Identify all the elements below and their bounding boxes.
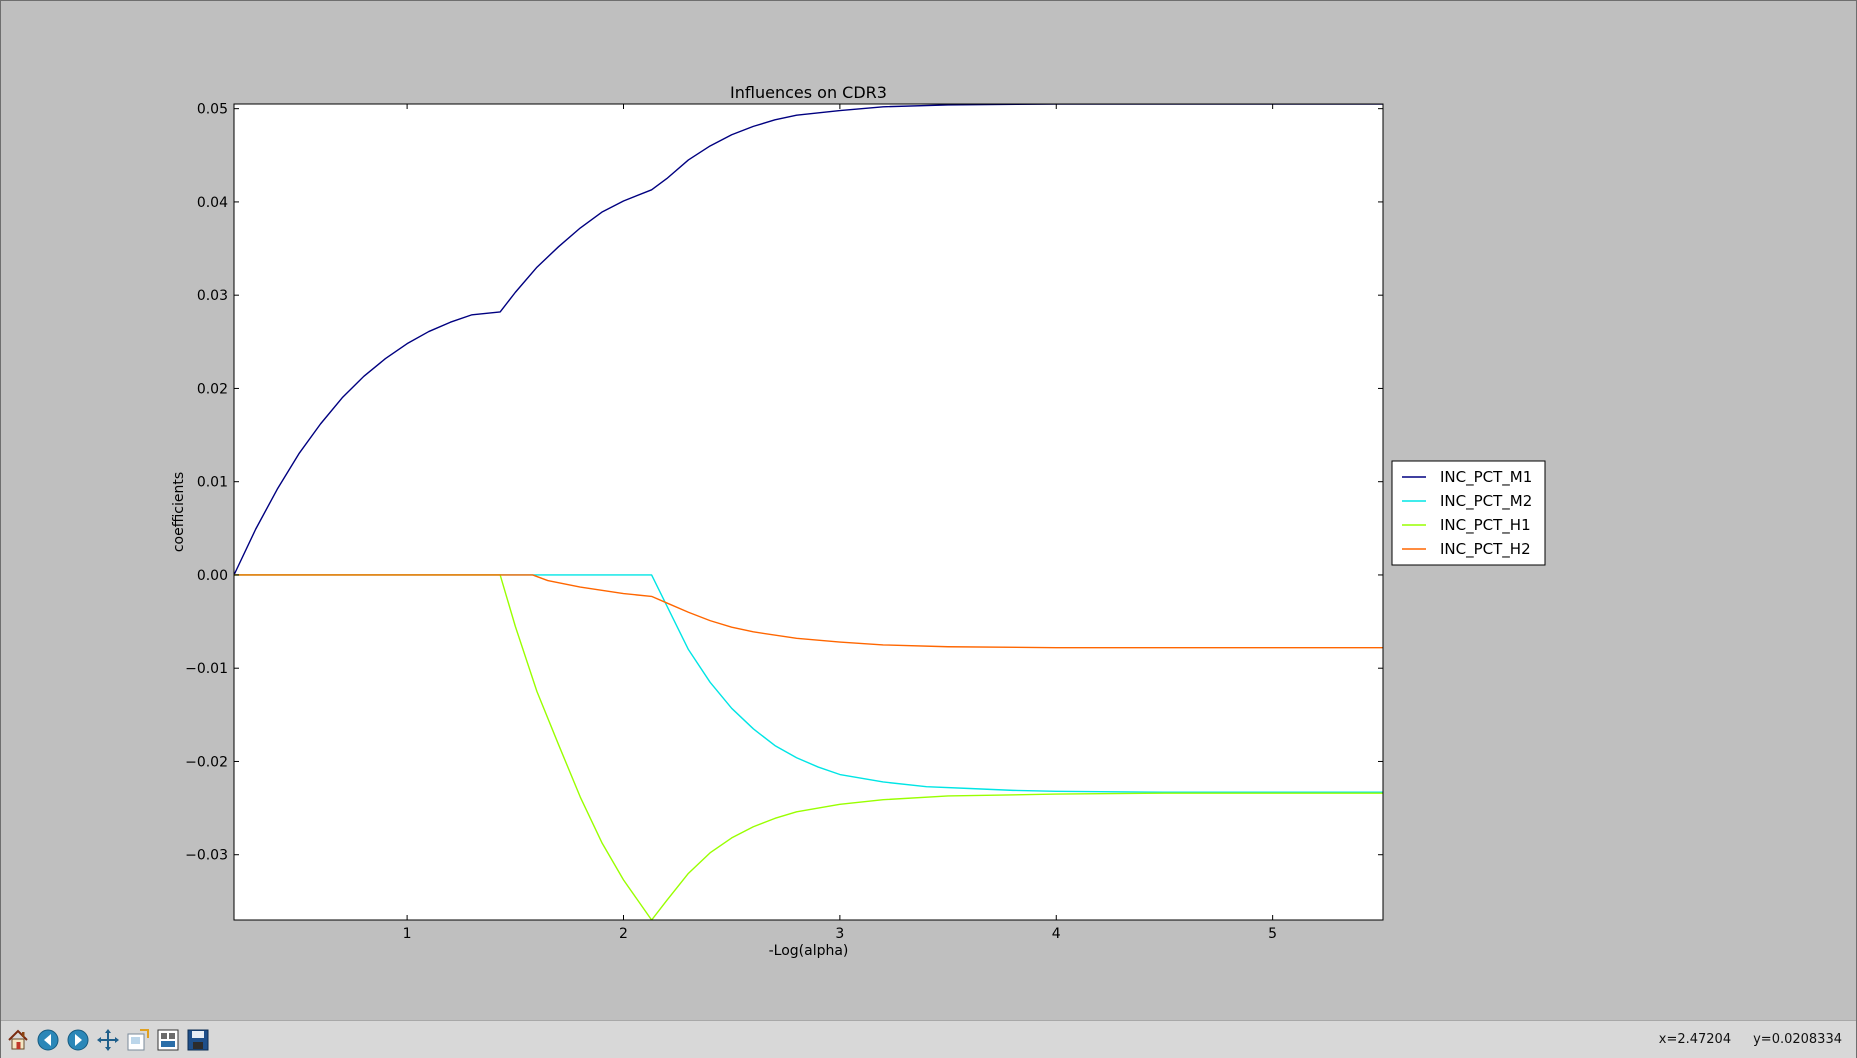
- y-tick-label: 0.03: [197, 288, 228, 304]
- configure-subplots-button[interactable]: [154, 1026, 182, 1054]
- x-tick-label: 5: [1268, 926, 1277, 942]
- y-tick-label: 0.05: [197, 102, 228, 118]
- legend-box: [1391, 460, 1546, 566]
- legend-label: INC_PCT_M2: [1440, 492, 1532, 511]
- series-line-inc-pct-m2: [234, 574, 1383, 793]
- navigation-toolbar: x=2.47204 y=0.0208334: [1, 1020, 1856, 1058]
- chart-svg[interactable]: 1 2 3 4 5 0.05 0.04 0.03 0.02 0.01 0.00 −0.01 −0.02 −…: [3, 3, 1854, 1017]
- series-line-inc-pct-m1: [234, 104, 1383, 576]
- y-tick-label: −0.03: [185, 848, 228, 864]
- save-button[interactable]: [184, 1026, 212, 1054]
- legend-label: INC_PCT_H1: [1440, 516, 1531, 535]
- x-tick-label: 2: [619, 926, 628, 942]
- x-tick-label: 3: [835, 926, 844, 942]
- cursor-coordinate-readout: x=2.47204 y=0.0208334: [1637, 1032, 1842, 1047]
- figure-canvas[interactable]: 1 2 3 4 5 0.05 0.04 0.03 0.02 0.01 0.00 −0.01 −0.02 −…: [3, 3, 1854, 1017]
- pan-button[interactable]: [94, 1026, 122, 1054]
- legend-label: INC_PCT_M1: [1440, 468, 1532, 487]
- plot-area: [234, 104, 1383, 920]
- x-tick-label: 4: [1052, 926, 1061, 942]
- save-icon: [187, 1029, 209, 1051]
- forward-arrow-icon: [67, 1029, 89, 1051]
- back-arrow-icon: [37, 1029, 59, 1051]
- y-tick-label: 0.02: [197, 381, 228, 397]
- zoom-icon: [127, 1029, 149, 1051]
- pan-icon: [97, 1029, 119, 1051]
- y-tick-label: 0.04: [197, 195, 228, 211]
- x-axis-label: -Log(alpha): [769, 943, 849, 959]
- x-tick-label: 1: [403, 926, 412, 942]
- legend-label: INC_PCT_H2: [1440, 540, 1531, 559]
- forward-button[interactable]: [64, 1026, 92, 1054]
- y-tick-label: −0.01: [185, 661, 228, 677]
- x-coordinate-readout: x=2.47204: [1658, 1032, 1732, 1047]
- chart-title: Influences on CDR3: [730, 83, 887, 102]
- home-icon: [8, 1029, 28, 1050]
- y-axis-label: coefficients: [171, 472, 187, 552]
- zoom-button[interactable]: [124, 1026, 152, 1054]
- y-tick-label: 0.01: [197, 475, 228, 491]
- series-line-inc-pct-h1: [234, 574, 1383, 920]
- series-line-inc-pct-h2: [234, 574, 1383, 649]
- y-tick-label: −0.02: [185, 754, 228, 770]
- home-button[interactable]: [4, 1026, 32, 1054]
- back-button[interactable]: [34, 1026, 62, 1054]
- y-coordinate-readout: y=0.0208334: [1753, 1032, 1842, 1047]
- subplots-icon: [157, 1029, 179, 1051]
- plot-frame: [233, 103, 1384, 921]
- y-tick-label: 0.00: [197, 568, 228, 584]
